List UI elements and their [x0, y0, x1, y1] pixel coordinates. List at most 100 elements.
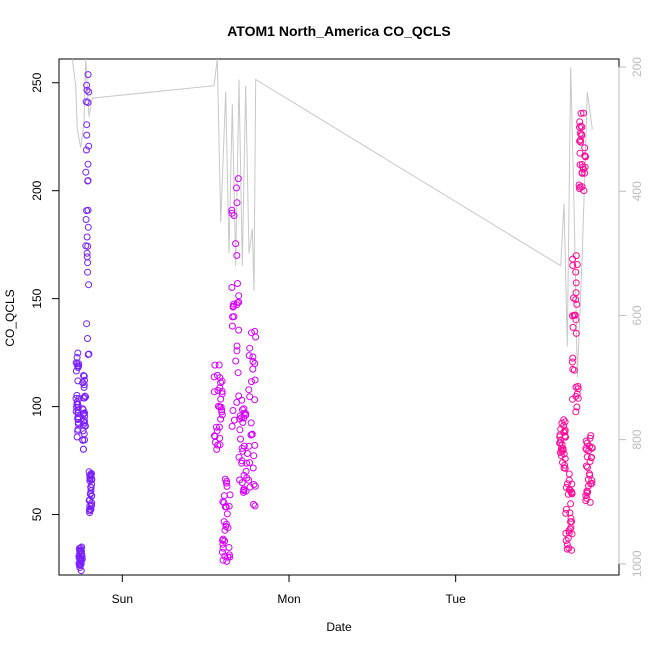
data-point: [238, 396, 246, 404]
data-point: [222, 520, 230, 528]
data-point: [218, 406, 226, 414]
data-point: [572, 329, 580, 337]
data-point: [584, 463, 591, 471]
data-point: [229, 303, 237, 311]
data-point: [587, 432, 595, 440]
data-point: [569, 365, 577, 373]
data-point: [219, 556, 227, 564]
data-point: [75, 559, 83, 567]
data-point: [561, 418, 569, 426]
data-point: [80, 372, 88, 380]
data-point: [582, 462, 590, 470]
data-point: [251, 376, 259, 384]
data-point: [233, 252, 241, 259]
x-axis: Sun Mon Tue: [112, 574, 466, 606]
data-point: [576, 118, 584, 126]
data-point: [243, 450, 251, 457]
data-point: [248, 329, 255, 337]
data-point: [561, 455, 569, 463]
data-point: [236, 415, 244, 423]
data-point: [574, 385, 582, 393]
data-point: [251, 396, 259, 404]
data-point: [74, 349, 82, 357]
x-tick-label: Mon: [277, 592, 300, 606]
data-point: [576, 129, 584, 137]
x-axis-label: Date: [326, 620, 352, 634]
data-point: [80, 410, 88, 418]
data-point: [562, 509, 570, 517]
data-point: [567, 514, 575, 522]
data-point: [568, 395, 576, 403]
data-point: [218, 411, 226, 419]
data-point: [587, 480, 595, 488]
y-tick-label: 50: [30, 508, 44, 522]
data-point: [581, 169, 589, 177]
data-point: [577, 122, 585, 130]
plot-frame: [58, 58, 620, 576]
data-points: [72, 71, 596, 575]
data-point: [582, 153, 589, 161]
data-point: [588, 453, 596, 461]
data-point: [569, 262, 577, 269]
data-point: [562, 537, 570, 544]
data-point: [240, 471, 248, 479]
data-point: [561, 461, 569, 469]
data-point: [223, 482, 231, 490]
data-point: [567, 500, 575, 508]
data-point: [228, 322, 236, 330]
data-point: [240, 487, 248, 494]
data-point: [85, 281, 93, 289]
data-point: [246, 393, 254, 401]
data-point: [81, 392, 89, 400]
data-point: [251, 441, 259, 449]
data-point: [83, 249, 91, 257]
data-point: [563, 545, 571, 553]
data-point: [80, 417, 87, 425]
data-point: [581, 144, 589, 152]
data-point: [83, 233, 91, 241]
data-point: [245, 476, 253, 484]
data-point: [218, 408, 226, 416]
data-point: [80, 445, 87, 453]
data-point: [210, 388, 218, 396]
data-point: [233, 301, 241, 309]
data-point: [229, 313, 236, 321]
data-point: [233, 199, 241, 207]
data-point: [228, 206, 236, 214]
data-point: [573, 261, 581, 268]
data-point: [73, 400, 81, 408]
y-axis-label: CO_QCLS: [3, 289, 17, 346]
data-point: [86, 506, 94, 513]
data-point: [567, 518, 574, 526]
data-point: [219, 535, 227, 543]
y2-tick-label: 400: [630, 181, 644, 201]
data-point: [564, 480, 571, 488]
data-point: [572, 279, 580, 287]
data-point: [229, 407, 237, 414]
data-point: [250, 452, 258, 460]
data-point: [232, 357, 240, 365]
data-point: [80, 381, 88, 389]
data-point: [574, 382, 582, 390]
data-point: [572, 252, 580, 260]
data-point: [565, 527, 573, 535]
data-point: [84, 223, 92, 231]
data-point: [237, 435, 244, 443]
data-point: [85, 350, 93, 358]
data-point: [220, 492, 228, 500]
data-point: [84, 177, 92, 185]
data-point: [234, 280, 241, 287]
data-point: [80, 372, 87, 379]
data-point: [83, 86, 91, 94]
data-point: [238, 444, 246, 452]
data-point: [572, 268, 580, 276]
data-point: [233, 184, 240, 192]
data-point: [217, 415, 225, 423]
data-point: [225, 544, 233, 551]
data-point: [566, 525, 574, 533]
data-point: [240, 405, 248, 413]
data-point: [234, 369, 242, 377]
data-point: [226, 491, 234, 499]
data-point: [236, 412, 244, 420]
data-point: [219, 536, 226, 544]
